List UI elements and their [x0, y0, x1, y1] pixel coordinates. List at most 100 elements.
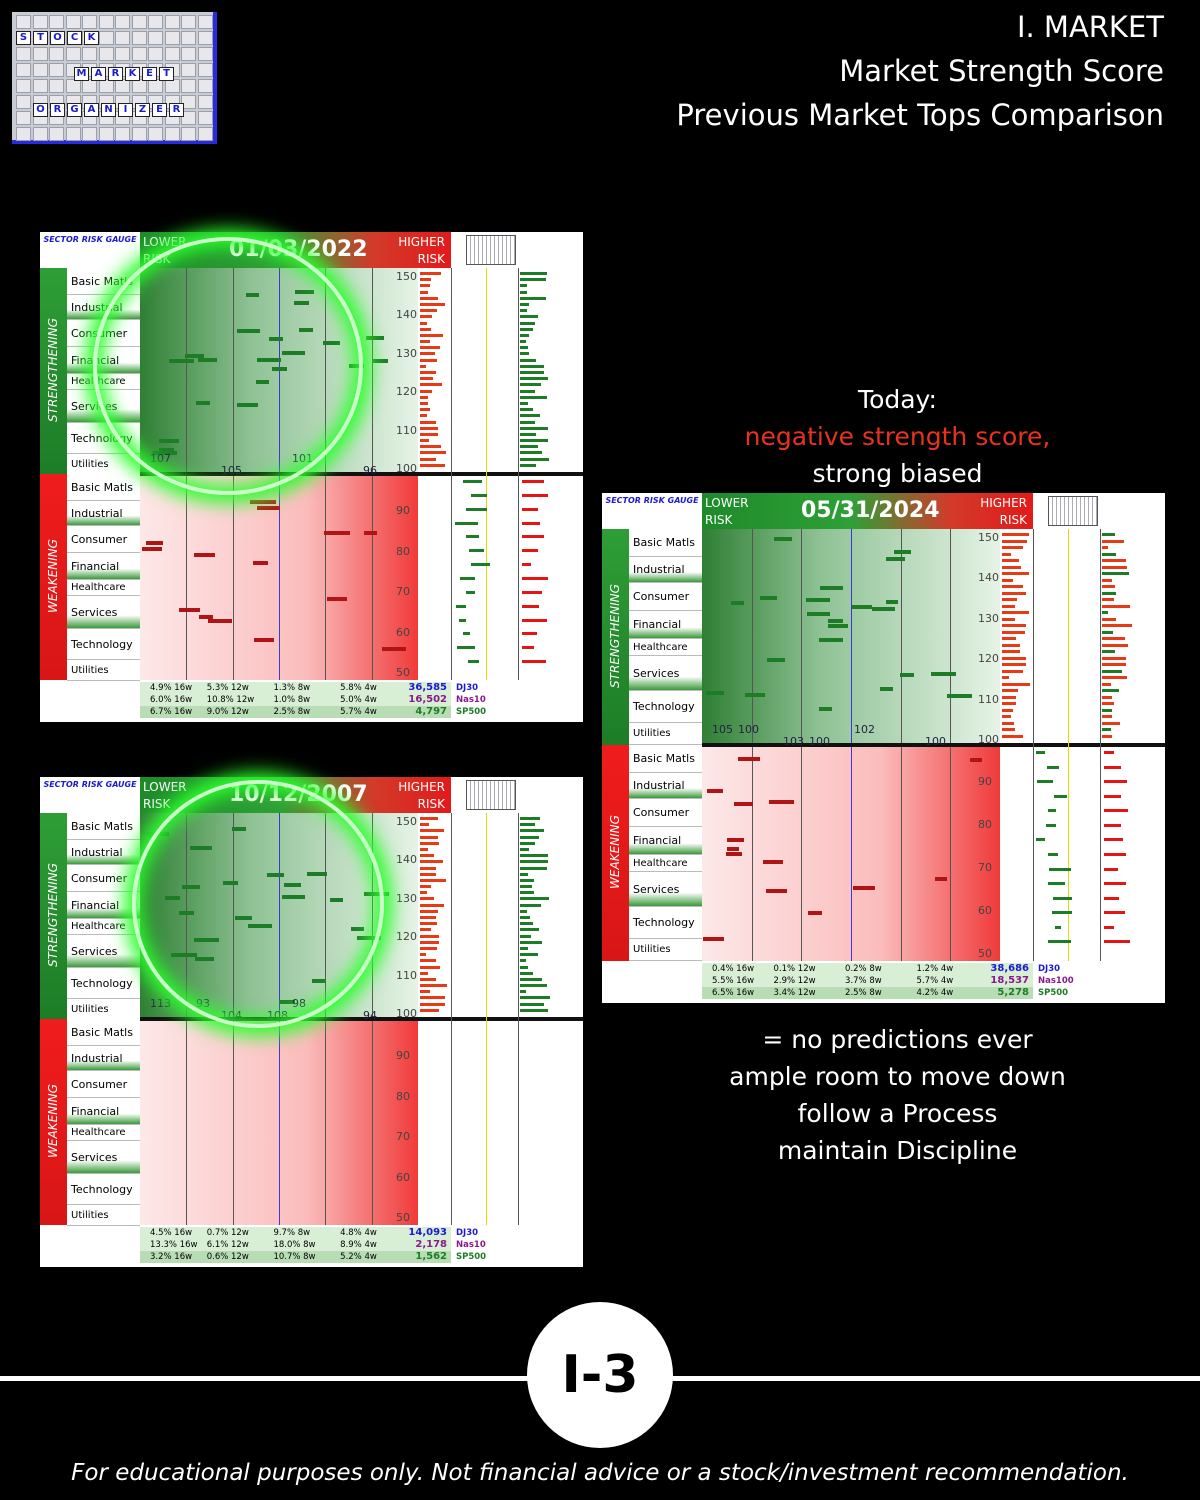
sector-row-label: Utilities	[629, 939, 702, 961]
signal-strip	[520, 829, 544, 833]
signal-strip	[471, 493, 488, 497]
signal-strip	[470, 563, 490, 567]
y-tick: 130	[396, 346, 417, 360]
strengthening-band: STRENGTHENING	[40, 813, 67, 1019]
signal-strip	[1102, 559, 1127, 562]
signal-strip	[420, 352, 435, 356]
sector-bar	[899, 672, 915, 677]
index-line-label: 105	[712, 723, 733, 736]
signal-strip	[420, 829, 445, 833]
stat-4w: 8.9% 4w	[340, 1240, 377, 1250]
logo-grid-cell	[148, 127, 163, 141]
signal-column	[486, 268, 487, 680]
signal-strip	[520, 823, 536, 827]
stats-row: 4.9% 16w 5.3% 12w 1.3% 8w 5.8% 4w 36,585…	[140, 682, 478, 694]
index-line-label: 94	[363, 1009, 377, 1022]
stat-12w: 0.7% 12w	[206, 1228, 249, 1238]
highlight-circle-2022	[93, 237, 363, 495]
signal-strip	[520, 284, 527, 288]
signal-strip	[466, 535, 480, 539]
signal-strip	[520, 352, 529, 356]
logo-grid-cell	[197, 127, 213, 141]
sector-bar	[706, 788, 723, 793]
logo-letter: K	[84, 31, 99, 45]
logo-grid-cell	[181, 15, 196, 29]
signal-strip	[520, 302, 530, 306]
signal-strip	[420, 358, 437, 362]
y-tick: 130	[978, 611, 999, 625]
signal-strip	[420, 922, 437, 926]
signal-strip	[456, 646, 475, 650]
logo-grid-cell	[197, 63, 213, 77]
signal-strip	[1002, 617, 1015, 621]
signal-strip	[520, 903, 541, 907]
signal-strip	[420, 934, 439, 938]
signal-strip	[1002, 715, 1012, 718]
signal-strip	[1002, 728, 1016, 731]
stats-row: 3.2% 16w 0.6% 12w 10.7% 8w 5.2% 4w 1,562…	[140, 1251, 486, 1263]
signal-strip	[420, 878, 446, 882]
logo-grid-cell	[181, 31, 196, 45]
sector-bar	[827, 623, 848, 628]
logo-grid-cell	[197, 95, 213, 109]
signal-strip	[420, 457, 437, 461]
signal-column	[451, 813, 452, 1225]
signal-strip	[420, 371, 436, 374]
signal-strip	[520, 835, 539, 839]
logo-letter: M	[74, 67, 89, 81]
signal-strip	[420, 445, 441, 449]
sector-row-label: Services	[67, 1141, 140, 1174]
signal-strip	[420, 377, 434, 381]
logo-grid-cell	[65, 79, 81, 93]
signal-strip	[1102, 734, 1113, 738]
signal-strip	[420, 463, 446, 467]
stat-8w: 3.7% 8w	[845, 976, 882, 986]
signal-strip	[520, 377, 549, 381]
signal-strip	[467, 660, 480, 664]
signal-strip	[1002, 663, 1027, 666]
signal-strip	[520, 1008, 548, 1012]
section-title: I. MARKET	[1016, 10, 1164, 44]
stat-16w: 6.0% 16w	[150, 695, 193, 705]
signal-strip	[420, 903, 444, 907]
today-bias: strong biased	[812, 459, 983, 488]
logo-letter: A	[84, 103, 99, 117]
y-tick: 90	[396, 1049, 410, 1062]
signal-strip	[1102, 702, 1114, 705]
signal-strip	[420, 364, 427, 368]
signal-strip	[1102, 656, 1126, 660]
y-tick: 110	[978, 692, 999, 706]
lower-label: LOWER	[705, 496, 749, 510]
stat-8w: 10.7% 8w	[273, 1252, 316, 1262]
logo-grid-cell	[49, 127, 64, 141]
signal-strip	[520, 977, 543, 981]
logo-grid-cell	[181, 63, 196, 77]
sector-row-label: Technology	[67, 629, 140, 660]
stat-4w: 5.7% 4w	[916, 976, 954, 986]
sector-row-label: Healthcare	[67, 919, 140, 935]
today-score: negative strength score,	[744, 422, 1051, 451]
signal-strip	[1104, 940, 1130, 944]
stat-12w: 6.1% 12w	[206, 1240, 249, 1250]
performance-stats: 4.5% 16w 0.7% 12w 9.7% 8w 4.8% 4w 14,093…	[140, 1227, 583, 1263]
signal-column	[1033, 529, 1034, 961]
signal-strip	[520, 426, 548, 430]
signal-strip	[1036, 780, 1054, 784]
logo-letter: T	[159, 67, 174, 81]
logo-grid-cell	[131, 47, 147, 61]
signal-strip	[520, 841, 536, 845]
signal-strip	[1104, 823, 1121, 827]
signal-strip	[459, 618, 466, 622]
y-tick: 80	[978, 818, 992, 831]
logo-grid-cell	[65, 15, 81, 29]
signal-strip	[1102, 695, 1112, 699]
higher-label: HIGHER	[980, 496, 1027, 510]
highlight-circle-2007	[132, 780, 384, 1028]
stat-12w: 0.1% 12w	[773, 964, 816, 974]
sector-bar	[853, 886, 875, 891]
logo-grid-cell	[164, 47, 180, 61]
weakening-label: WEAKENING	[46, 539, 60, 613]
stats-row: 6.0% 16w 10.8% 12w 1.0% 8w 5.0% 4w 16,50…	[140, 694, 486, 706]
logo-grid-cell	[32, 15, 48, 29]
signal-strip	[520, 278, 546, 282]
